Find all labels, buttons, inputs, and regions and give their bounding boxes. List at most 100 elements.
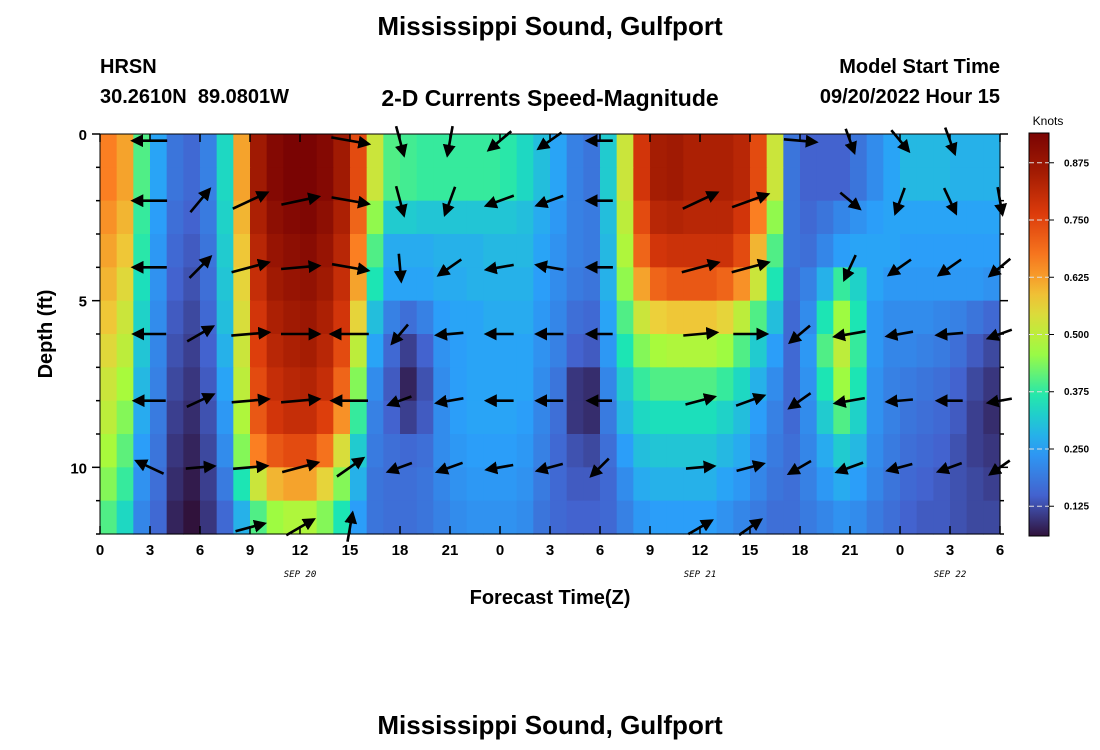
colorbar-label: Knots bbox=[1033, 114, 1064, 128]
heatmap-cell bbox=[500, 367, 518, 402]
heatmap-cell bbox=[316, 434, 334, 468]
heatmap-cell bbox=[516, 300, 534, 335]
heatmap-cell bbox=[500, 200, 518, 235]
current-vector bbox=[832, 395, 866, 408]
heatmap-cell bbox=[783, 167, 801, 202]
heatmap-cell bbox=[666, 400, 684, 435]
heatmap-cell bbox=[300, 200, 318, 235]
heatmap-cell bbox=[100, 134, 118, 168]
heatmap-cell bbox=[633, 200, 651, 235]
heatmap-cell bbox=[450, 200, 468, 235]
heatmap-cell bbox=[766, 367, 784, 402]
current-vector bbox=[186, 325, 216, 343]
heatmap-cell bbox=[116, 434, 134, 468]
heatmap-cell bbox=[250, 367, 268, 402]
heatmap-cell bbox=[500, 134, 518, 168]
heatmap-cell bbox=[866, 300, 884, 335]
heatmap-cell bbox=[283, 234, 301, 268]
x-tick-label: 9 bbox=[246, 542, 254, 559]
current-vector bbox=[185, 460, 217, 474]
heatmap-cell bbox=[516, 334, 534, 368]
heatmap-cell bbox=[466, 167, 484, 202]
heatmap-cell bbox=[300, 367, 318, 402]
heatmap-cell bbox=[533, 267, 551, 302]
heatmap-cell bbox=[500, 500, 518, 535]
heatmap-cell bbox=[133, 300, 151, 335]
heatmap-cell bbox=[766, 334, 784, 368]
x-tick-label: 12 bbox=[692, 542, 709, 559]
heatmap-cell bbox=[650, 434, 668, 468]
heatmap-cell bbox=[933, 367, 951, 402]
heatmap-cell bbox=[416, 467, 434, 502]
heatmap-cell bbox=[633, 134, 651, 168]
heatmap-cell bbox=[766, 134, 784, 168]
colorbar-tick-label: 0.625 bbox=[1064, 273, 1089, 284]
heatmap-cell bbox=[516, 167, 534, 202]
heatmap-cell bbox=[566, 134, 584, 168]
heatmap-cell bbox=[166, 467, 184, 502]
heatmap-cell bbox=[916, 367, 934, 402]
heatmap-cell bbox=[533, 434, 551, 468]
heatmap-cell bbox=[383, 467, 401, 502]
heatmap-cell bbox=[183, 334, 201, 368]
heatmap-cell bbox=[333, 400, 351, 435]
current-vector bbox=[934, 327, 964, 341]
heatmap-cell bbox=[916, 400, 934, 435]
x-tick-label: 0 bbox=[896, 542, 904, 559]
heatmap-cell bbox=[783, 200, 801, 235]
heatmap-cell bbox=[566, 367, 584, 402]
heatmap-cell bbox=[533, 234, 551, 268]
heatmap-cell bbox=[800, 400, 818, 435]
heatmap-cell bbox=[533, 167, 551, 202]
heatmap-cell bbox=[716, 267, 734, 302]
heatmap-cell bbox=[650, 400, 668, 435]
heatmap-cell bbox=[100, 367, 118, 402]
heatmap-cell bbox=[650, 500, 668, 535]
heatmap-cell bbox=[866, 467, 884, 502]
heatmap-cell bbox=[150, 234, 168, 268]
heatmap-cell bbox=[816, 334, 834, 368]
heatmap-cell bbox=[233, 134, 251, 168]
y-tick-label: 0 bbox=[79, 127, 87, 144]
heatmap-cell bbox=[866, 500, 884, 535]
heatmap-cell bbox=[716, 400, 734, 435]
heatmap-cell bbox=[550, 167, 568, 202]
heatmap-cell bbox=[350, 134, 368, 168]
heatmap-cell bbox=[500, 400, 518, 435]
heatmap-cell bbox=[516, 500, 534, 535]
heatmap-cell bbox=[933, 500, 951, 535]
current-vector bbox=[186, 393, 216, 408]
current-vector bbox=[434, 461, 464, 475]
heatmap-cell bbox=[233, 500, 251, 535]
current-vector bbox=[231, 326, 272, 340]
heatmap-cell bbox=[300, 234, 318, 268]
heatmap-cell bbox=[933, 467, 951, 502]
heatmap-cell bbox=[750, 134, 768, 168]
heatmap-cell bbox=[966, 234, 984, 268]
chart-subtitle: 2-D Currents Speed-Magnitude bbox=[381, 85, 719, 111]
heatmap-cell bbox=[983, 367, 1001, 402]
heatmap-cell bbox=[716, 134, 734, 168]
heatmap-cell bbox=[883, 334, 901, 368]
station-coords: 30.2610N 89.0801W bbox=[100, 86, 290, 108]
heatmap-cell bbox=[433, 434, 451, 468]
heatmap-cell bbox=[116, 367, 134, 402]
heatmap-cell bbox=[733, 200, 751, 235]
heatmap-cell bbox=[133, 267, 151, 302]
heatmap-cell bbox=[350, 267, 368, 302]
heatmap-cell bbox=[366, 267, 384, 302]
current-vector bbox=[682, 191, 720, 210]
heatmap-cell bbox=[150, 467, 168, 502]
heatmap-cell bbox=[216, 367, 234, 402]
heatmap-cell bbox=[916, 167, 934, 202]
heatmap-cell bbox=[716, 500, 734, 535]
heatmap-cell bbox=[250, 200, 268, 235]
heatmap-cell bbox=[200, 334, 218, 368]
heatmap-cell bbox=[416, 334, 434, 368]
heatmap-cell bbox=[216, 334, 234, 368]
heatmap-cell bbox=[683, 300, 701, 335]
heatmap-cell bbox=[983, 200, 1001, 235]
heatmap-cell bbox=[750, 267, 768, 302]
heatmap-cell bbox=[766, 200, 784, 235]
x-tick-label: 21 bbox=[442, 542, 459, 559]
